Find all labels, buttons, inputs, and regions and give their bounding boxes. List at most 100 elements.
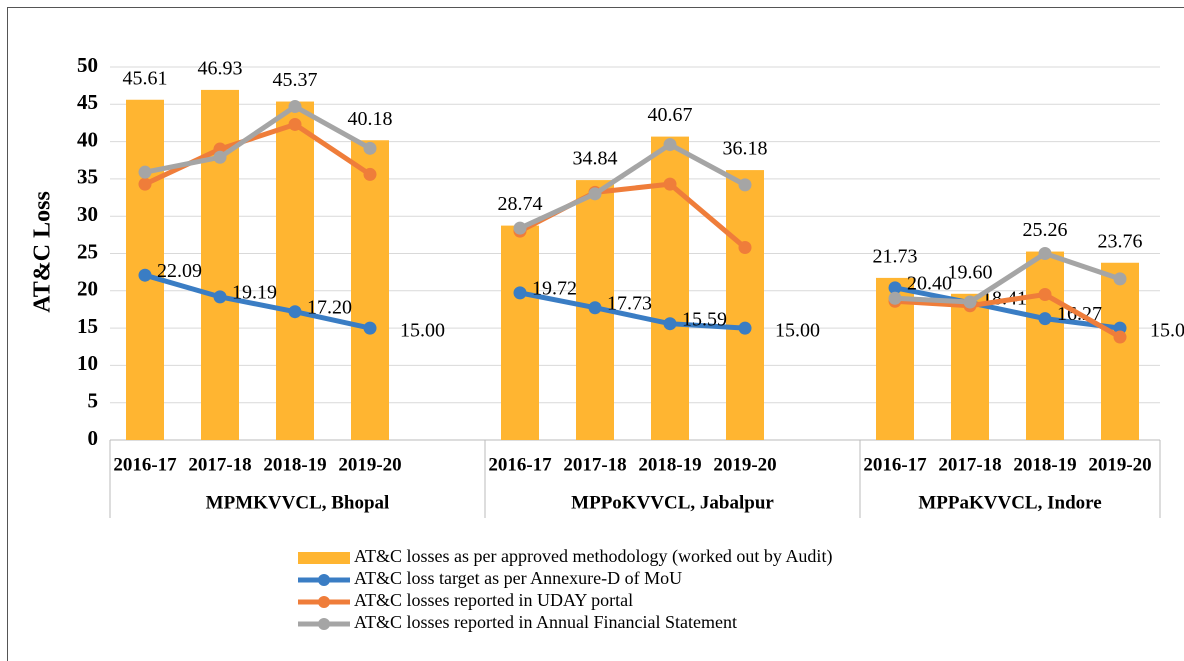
point: [213, 150, 227, 164]
point: [513, 221, 527, 235]
y-axis-label: AT&C Loss: [30, 191, 56, 313]
line: [894, 291, 1122, 340]
x-tick-label: 2017-18: [938, 454, 1001, 475]
value-label: 40.18: [348, 108, 393, 130]
value-label: 17.73: [607, 292, 652, 314]
legend-label: AT&C losses reported in Annual Financial…: [354, 612, 737, 632]
x-tick-label: 2016-17: [863, 454, 927, 475]
point: [588, 301, 602, 315]
value-label: 25.26: [1023, 219, 1068, 241]
value-label: 15.00: [1150, 320, 1184, 342]
y-tick-label: 0: [88, 426, 99, 450]
legend-swatch: [318, 596, 330, 608]
x-tick-label: 2019-20: [713, 454, 776, 475]
bar: [351, 140, 389, 440]
y-tick-label: 45: [77, 90, 98, 114]
value-label: 28.74: [498, 193, 543, 215]
line: [894, 250, 1121, 305]
point: [288, 117, 302, 131]
value-label: 19.60: [948, 261, 993, 283]
bar: [951, 293, 989, 440]
x-tick-label: 2018-19: [263, 454, 326, 475]
x-tick-label: 2016-17: [488, 454, 552, 475]
point: [363, 167, 377, 181]
line: [518, 141, 747, 231]
value-label: 45.37: [273, 69, 318, 91]
y-tick-label: 35: [77, 165, 98, 189]
x-tick-label: 2019-20: [1088, 454, 1151, 475]
line: [519, 290, 746, 331]
point: [288, 305, 302, 319]
point: [213, 290, 227, 304]
x-tick-label: 2018-19: [1013, 454, 1076, 475]
value-label: 45.61: [123, 67, 168, 89]
value-label: 15.00: [400, 320, 445, 342]
y-tick-label: 50: [77, 53, 98, 77]
x-tick-label: 2018-19: [638, 454, 701, 475]
value-label: 19.19: [232, 281, 277, 303]
point: [663, 317, 677, 331]
bar: [1101, 262, 1139, 440]
point: [588, 187, 602, 201]
value-label: 34.84: [573, 148, 618, 170]
point: [138, 268, 152, 282]
value-label: 17.20: [307, 296, 352, 318]
x-tick-label: 2017-18: [188, 454, 251, 475]
value-label: 20.40: [907, 272, 952, 294]
legend-swatch: [298, 552, 350, 564]
bar: [1026, 251, 1064, 440]
value-label: 21.73: [873, 245, 918, 267]
point: [138, 177, 152, 191]
group-label: MPPoKVVCL, Jabalpur: [571, 492, 774, 513]
point: [513, 286, 527, 300]
value-label: 40.67: [648, 104, 693, 126]
point: [888, 291, 902, 305]
point: [363, 141, 377, 155]
point: [363, 321, 377, 335]
point: [738, 241, 752, 255]
point: [1113, 272, 1127, 286]
bar: [276, 101, 314, 441]
value-label: 36.18: [723, 138, 768, 160]
point: [1038, 312, 1052, 326]
point: [888, 281, 902, 295]
y-tick-label: 40: [77, 127, 98, 151]
y-tick-label: 30: [77, 202, 98, 226]
point: [663, 138, 677, 152]
point: [1038, 247, 1052, 260]
x-tick-label: 2019-20: [338, 454, 401, 475]
point: [138, 165, 152, 179]
point: [1113, 330, 1127, 344]
y-tick-label: 10: [77, 351, 98, 375]
point: [663, 177, 677, 191]
chart-border: [7, 7, 1184, 661]
legend-swatch: [318, 574, 330, 586]
value-label: 23.76: [1098, 230, 1143, 252]
y-tick-label: 20: [77, 277, 98, 301]
line: [894, 285, 1121, 331]
value-label: 46.93: [198, 57, 243, 79]
x-tick-label: 2017-18: [563, 454, 626, 475]
y-tick-label: 25: [77, 239, 98, 263]
bar: [501, 225, 539, 440]
group-label: MPPaKVVCL, Indore: [918, 492, 1101, 513]
point: [288, 100, 302, 114]
value-label: 22.09: [157, 260, 202, 282]
point: [738, 321, 752, 335]
legend-label: AT&C losses reported in UDAY portal: [354, 590, 633, 610]
point: [738, 178, 752, 192]
point: [963, 295, 977, 309]
value-label: 15.00: [775, 320, 820, 342]
line: [144, 272, 371, 331]
x-tick-label: 2016-17: [113, 454, 177, 475]
legend-swatch: [318, 618, 330, 630]
y-tick-label: 15: [77, 314, 98, 338]
y-tick-label: 5: [88, 389, 99, 413]
point: [1113, 321, 1127, 335]
legend-label: AT&C losses as per approved methodology …: [354, 546, 832, 567]
value-label: 15.59: [682, 308, 727, 330]
group-label: MPMKVVCL, Bhopal: [206, 492, 390, 513]
value-label: 19.72: [532, 277, 577, 299]
legend-label: AT&C loss target as per Annexure-D of Mo…: [354, 568, 682, 588]
